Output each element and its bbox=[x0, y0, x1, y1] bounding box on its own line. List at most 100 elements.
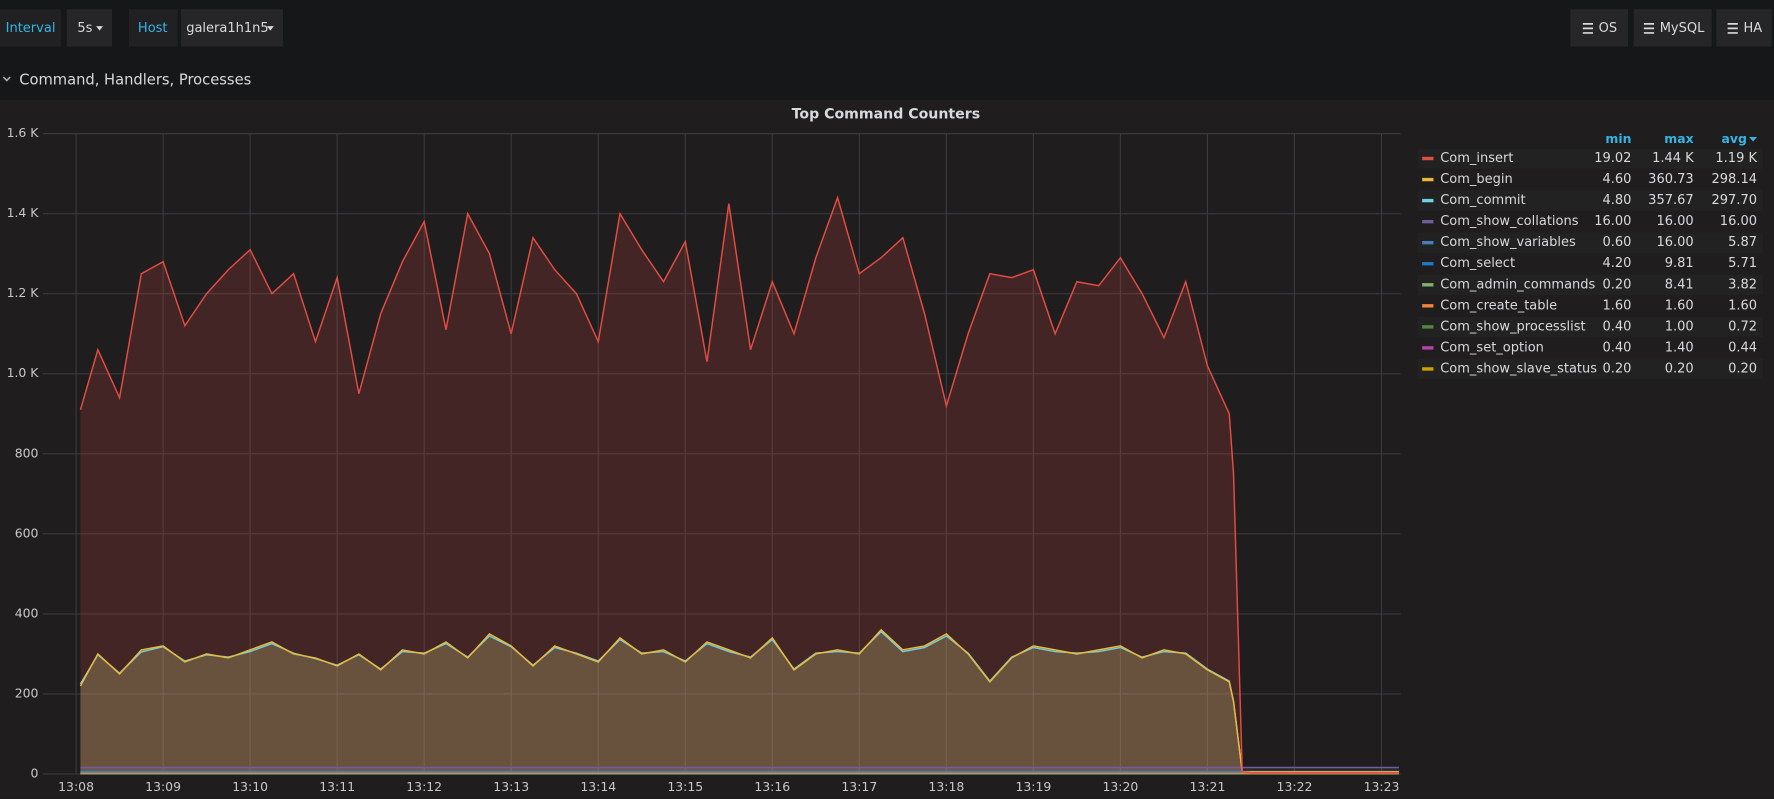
host-button[interactable] bbox=[128, 9, 178, 47]
legend-stat: 0.20 bbox=[1602, 361, 1631, 376]
row-title[interactable]: Command, Handlers, Processes bbox=[19, 71, 251, 88]
y-tick-label: 0 bbox=[31, 765, 39, 780]
x-tick-label: 13:22 bbox=[1277, 779, 1313, 794]
legend-swatch bbox=[1422, 304, 1434, 308]
legend-column-header[interactable]: min bbox=[1605, 131, 1631, 146]
legend-swatch bbox=[1422, 177, 1434, 182]
x-tick-label: 13:08 bbox=[58, 779, 94, 794]
x-tick-label: 13:17 bbox=[841, 779, 877, 794]
caret bbox=[267, 26, 274, 31]
x-tick-label: 13:10 bbox=[232, 779, 268, 794]
legend-stat: 1.60 bbox=[1728, 298, 1757, 313]
legend-stat: 1.44 K bbox=[1652, 151, 1694, 166]
host-dropdown[interactable] bbox=[181, 9, 283, 47]
legend-row-bg bbox=[1417, 274, 1763, 295]
interval-label: Interval bbox=[6, 21, 56, 36]
legend-swatch bbox=[1422, 346, 1434, 350]
series-area bbox=[80, 197, 1399, 774]
legend-name[interactable]: Com_select bbox=[1440, 256, 1515, 271]
x-tick-label: 13:09 bbox=[145, 779, 181, 794]
x-tick-label: 13:15 bbox=[667, 779, 703, 794]
link-label[interactable]: HA bbox=[1743, 21, 1762, 36]
legend-name[interactable]: Com_commit bbox=[1440, 193, 1525, 208]
x-tick-label: 13:12 bbox=[406, 779, 442, 794]
y-tick-label: 1.2 K bbox=[7, 285, 40, 300]
legend-stat: 5.71 bbox=[1728, 256, 1757, 271]
interval-button[interactable] bbox=[0, 9, 62, 47]
x-tick-label: 13:20 bbox=[1102, 779, 1138, 794]
row-chevron[interactable] bbox=[2, 76, 11, 82]
x-tick-label: 13:19 bbox=[1015, 779, 1051, 794]
legend-stat: 360.73 bbox=[1648, 172, 1694, 187]
legend-stat: 4.20 bbox=[1602, 256, 1631, 271]
legend-row-bg bbox=[1417, 148, 1763, 169]
legend-swatch bbox=[1422, 198, 1434, 203]
legend-stat: 0.72 bbox=[1728, 319, 1757, 334]
host-value: galera1h1n5 bbox=[186, 21, 268, 36]
y-tick-label: 1.6 K bbox=[7, 125, 40, 140]
legend-stat: 357.67 bbox=[1648, 193, 1694, 208]
legend-stat: 297.70 bbox=[1712, 193, 1757, 208]
legend-swatch bbox=[1422, 219, 1434, 224]
legend-stat: 1.60 bbox=[1602, 298, 1631, 313]
legend-stat: 16.00 bbox=[1720, 214, 1757, 229]
legend-row-bg bbox=[1417, 232, 1763, 253]
link-label[interactable]: MySQL bbox=[1660, 21, 1705, 36]
legend-name[interactable]: Com_admin_commands bbox=[1440, 277, 1595, 292]
legend-column-header[interactable]: avg bbox=[1721, 131, 1746, 146]
series-area bbox=[80, 629, 1399, 774]
legend-stat: 0.44 bbox=[1728, 340, 1757, 355]
legend-name[interactable]: Com_begin bbox=[1440, 172, 1513, 187]
legend-swatch bbox=[1422, 156, 1434, 161]
y-tick-label: 1.0 K bbox=[7, 365, 40, 380]
x-tick-label: 13:13 bbox=[493, 779, 529, 794]
host-label: Host bbox=[138, 21, 168, 36]
y-tick-label: 1.4 K bbox=[7, 205, 40, 220]
legend-name[interactable]: Com_show_variables bbox=[1440, 235, 1576, 250]
x-tick-label: 13:11 bbox=[319, 779, 355, 794]
legend-stat: 19.02 bbox=[1594, 151, 1631, 166]
legend-stat: 1.19 K bbox=[1715, 151, 1757, 166]
y-tick-label: 200 bbox=[15, 685, 39, 700]
legend-name[interactable]: Com_set_option bbox=[1440, 340, 1544, 355]
legend-swatch bbox=[1422, 240, 1434, 245]
x-tick-label: 13:23 bbox=[1364, 779, 1400, 794]
legend-name[interactable]: Com_show_slave_status bbox=[1440, 361, 1597, 376]
legend-swatch bbox=[1422, 283, 1434, 287]
legend-stat: 4.80 bbox=[1602, 193, 1631, 208]
legend-stat: 0.40 bbox=[1602, 319, 1631, 334]
legend-stat: 0.20 bbox=[1728, 361, 1757, 376]
legend-name[interactable]: Com_insert bbox=[1440, 151, 1513, 166]
x-tick-label: 13:21 bbox=[1190, 779, 1226, 794]
interval-dropdown[interactable] bbox=[66, 9, 113, 47]
x-tick-label: 13:14 bbox=[580, 779, 616, 794]
legend-stat: 3.82 bbox=[1728, 277, 1757, 292]
legend-stat: 16.00 bbox=[1656, 214, 1693, 229]
link-label[interactable]: OS bbox=[1599, 21, 1617, 36]
legend-stat: 1.60 bbox=[1665, 298, 1694, 313]
y-tick-label: 400 bbox=[15, 605, 39, 620]
legend-stat: 16.00 bbox=[1656, 235, 1693, 250]
areas bbox=[80, 197, 1399, 774]
legend-name[interactable]: Com_show_collations bbox=[1440, 214, 1578, 229]
legend-stat: 8.41 bbox=[1665, 277, 1694, 292]
legend-stat: 16.00 bbox=[1594, 214, 1631, 229]
legend-stat: 1.00 bbox=[1665, 319, 1694, 334]
legend-name[interactable]: Com_create_table bbox=[1440, 298, 1557, 313]
chart-title: Top Command Counters bbox=[792, 106, 981, 122]
legend: min max avg Com_insert 19.02 1.44 K 1.19 K Com_… bbox=[1417, 131, 1763, 380]
sort-caret bbox=[1749, 137, 1758, 142]
legend-column-header[interactable]: max bbox=[1664, 131, 1693, 146]
legend-name[interactable]: Com_show_processlist bbox=[1440, 319, 1585, 334]
series-line bbox=[79, 195, 1399, 774]
panel bbox=[0, 99, 1774, 799]
y-tick-label: 600 bbox=[15, 525, 39, 540]
caret bbox=[96, 26, 103, 31]
legend-stat: 5.87 bbox=[1728, 235, 1757, 250]
legend-stat: 9.81 bbox=[1665, 256, 1694, 271]
link-button[interactable] bbox=[1716, 9, 1772, 47]
link-button[interactable] bbox=[1570, 9, 1629, 47]
legend-stat: 1.40 bbox=[1665, 340, 1694, 355]
